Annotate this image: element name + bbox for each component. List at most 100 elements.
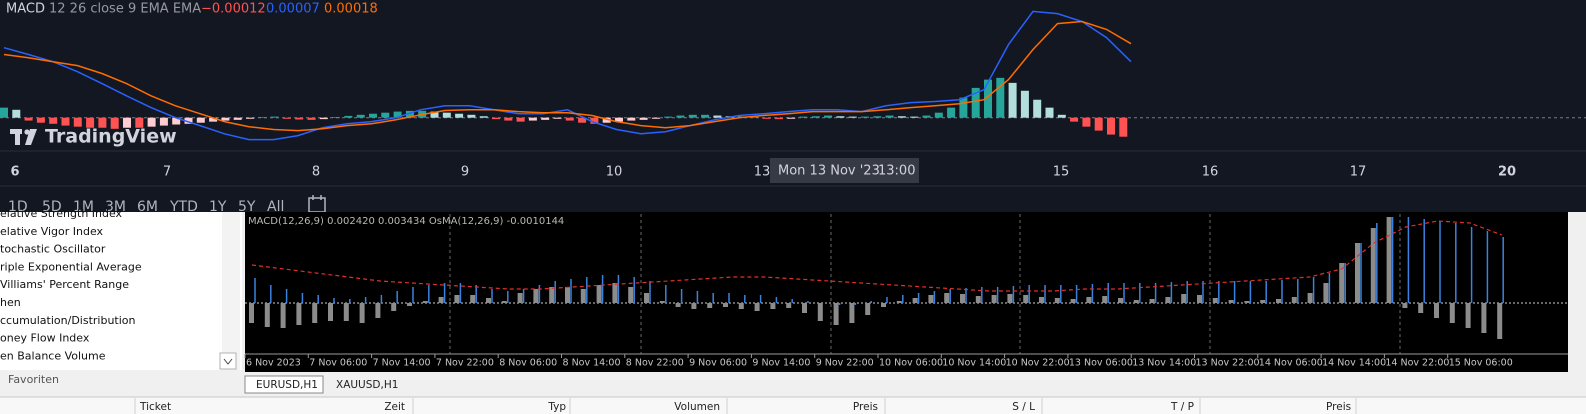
osma-bar [991, 295, 997, 303]
osma-bar [1481, 303, 1487, 333]
range-button[interactable]: 1D [8, 199, 28, 215]
navigator-scrollbar [222, 212, 240, 370]
histogram-bar [209, 117, 218, 122]
symbol-tab-label[interactable]: EURUSD,H1 [256, 379, 318, 391]
range-button[interactable]: 5Y [238, 199, 256, 215]
column-header[interactable]: Ticket [139, 401, 171, 413]
navigator-tab[interactable]: Favoriten [8, 373, 59, 386]
x-tick-label: 20 [1498, 165, 1516, 180]
histogram-bar [713, 115, 722, 118]
osma-bar [1418, 303, 1424, 313]
range-button[interactable]: 5D [42, 199, 62, 215]
column-header[interactable]: Volumen [674, 401, 720, 413]
osma-bar [849, 303, 855, 323]
histogram-bar [196, 117, 205, 123]
osma-bar [1244, 301, 1250, 303]
histogram-bar [676, 115, 685, 118]
histogram-bar [701, 114, 710, 118]
time-label: 9 Nov 22:00 [816, 358, 874, 369]
column-header[interactable]: T / P [1170, 401, 1194, 413]
indicator-item[interactable]: en Balance Volume [0, 349, 106, 362]
column-header[interactable]: Typ [547, 401, 566, 413]
osma-bar [1497, 303, 1503, 339]
navigator-scroll-down[interactable] [219, 352, 237, 370]
x-tick-label: 15 [1053, 165, 1070, 180]
time-label: 13 Nov 06:00 [1069, 358, 1133, 369]
histogram-bar [947, 107, 956, 118]
range-button[interactable]: All [267, 199, 284, 215]
time-label: 14 Nov 06:00 [1259, 358, 1323, 369]
histogram-bar [307, 117, 316, 120]
osma-bar [1370, 228, 1376, 303]
histogram-bar [1045, 107, 1054, 118]
histogram-bar [0, 107, 8, 118]
time-label: 13 Nov 22:00 [1196, 358, 1260, 369]
histogram-bar [553, 117, 562, 119]
histogram-bar [774, 117, 783, 120]
signal-line [251, 220, 1503, 292]
symbol-tab-label[interactable]: XAUUSD,H1 [336, 379, 398, 391]
symbol-tab[interactable] [325, 376, 405, 393]
osma-bar [1260, 300, 1266, 303]
indicator-item[interactable]: elative Strength Index [0, 207, 123, 220]
column-header[interactable]: Preis [1326, 401, 1351, 413]
trade-columns: Ticket Zeit Typ Volumen Preis S / L T / P Preis [134, 398, 1357, 414]
legend-macd: 0.00007 [266, 2, 320, 17]
time-label: 10 Nov 22:00 [1006, 358, 1070, 369]
osma-bar [391, 303, 397, 311]
osma-bar [802, 303, 807, 313]
indicator-item[interactable]: tochastic Oscillator [0, 243, 106, 256]
histogram-bar [1020, 90, 1029, 118]
signal-line [3, 20, 1132, 132]
indicator-item[interactable]: riple Exponential Average [0, 260, 142, 273]
histogram-bar [848, 116, 857, 118]
range-button[interactable]: 1Y [209, 199, 227, 215]
histogram-bar [984, 79, 992, 118]
histogram-bar [750, 116, 759, 118]
range-button[interactable]: 6M [137, 199, 158, 215]
indicator-item[interactable]: Villiams' Percent Range [0, 278, 129, 291]
osma-bar [596, 285, 602, 303]
time-label: 10 Nov 06:00 [879, 358, 943, 369]
time-label: 7 Nov 14:00 [373, 358, 431, 369]
symbol-tab[interactable] [244, 375, 324, 394]
histogram-bar [110, 117, 119, 129]
osma-bar [565, 287, 570, 303]
histogram-bar [147, 117, 156, 127]
time-label: 14 Nov 22:00 [1385, 358, 1449, 369]
histogram-bar [639, 117, 648, 120]
osma-bar [1276, 299, 1281, 303]
indicator-item[interactable]: elative Vigor Index [0, 225, 104, 238]
osma-bar [1007, 294, 1013, 303]
osma-bar [928, 295, 934, 303]
osma-bar [1339, 263, 1345, 303]
histogram-bar [332, 116, 341, 118]
time-label: 10 Nov 14:00 [942, 358, 1006, 369]
navigator-list: elative Strength Index elative Vigor Inde… [0, 207, 142, 362]
x-tick-label: 17 [1350, 165, 1367, 180]
time-label: 8 Nov 22:00 [626, 358, 684, 369]
indicator-item[interactable]: oney Flow Index [0, 332, 90, 345]
column-header[interactable]: S / L [1012, 401, 1035, 413]
column-header[interactable]: Zeit [384, 401, 405, 413]
histogram-bar [270, 116, 279, 118]
indicator-item[interactable]: ccumulation/Distribution [0, 314, 136, 327]
histogram-bar [688, 114, 697, 118]
histogram-bar [1082, 117, 1091, 127]
osma-bar [1197, 295, 1202, 303]
osma-bar [1133, 300, 1139, 303]
histogram-bar [135, 117, 144, 128]
osma-bar [375, 303, 381, 318]
histogram-bar [123, 117, 131, 128]
range-button[interactable]: YTD [169, 199, 198, 215]
tv-logo: TradingView [10, 126, 177, 148]
histogram-bar [159, 117, 168, 126]
histogram-bar [61, 117, 70, 126]
indicator-item[interactable]: hen [0, 296, 21, 309]
range-button[interactable]: 3M [105, 199, 126, 215]
osma-bar [960, 294, 965, 303]
osma-bar [312, 303, 318, 323]
range-button[interactable]: 1M [73, 199, 94, 215]
column-header[interactable]: Preis [853, 401, 878, 413]
